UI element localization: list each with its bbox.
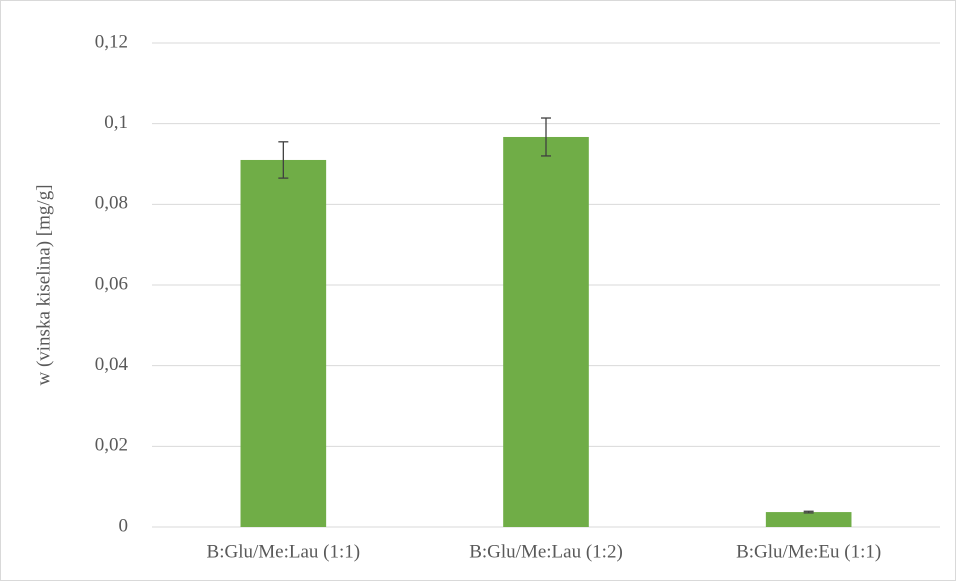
bar: [765, 512, 852, 527]
y-tick-label: 0,1: [104, 112, 128, 133]
x-tick-label: B:Glu/Me:Lau (1:1): [207, 541, 361, 562]
y-tick-label: 0,06: [95, 273, 128, 294]
bar: [240, 159, 327, 527]
y-tick-label: 0,12: [95, 31, 128, 52]
bar: [503, 136, 589, 527]
x-tick-label: B:Glu/Me:Eu (1:1): [736, 541, 881, 562]
y-tick-label: 0: [119, 515, 129, 536]
y-tick-label: 0,02: [95, 435, 128, 456]
error-bar: [278, 141, 289, 179]
error-bar: [541, 117, 551, 157]
y-tick-label: 0,04: [95, 354, 129, 375]
y-axis-label: w (vinska kiselina) [mg/g]: [33, 184, 54, 385]
error-bar: [803, 510, 814, 514]
x-tick-label: B:Glu/Me:Lau (1:2): [469, 541, 623, 562]
y-tick-label: 0,08: [95, 193, 128, 214]
